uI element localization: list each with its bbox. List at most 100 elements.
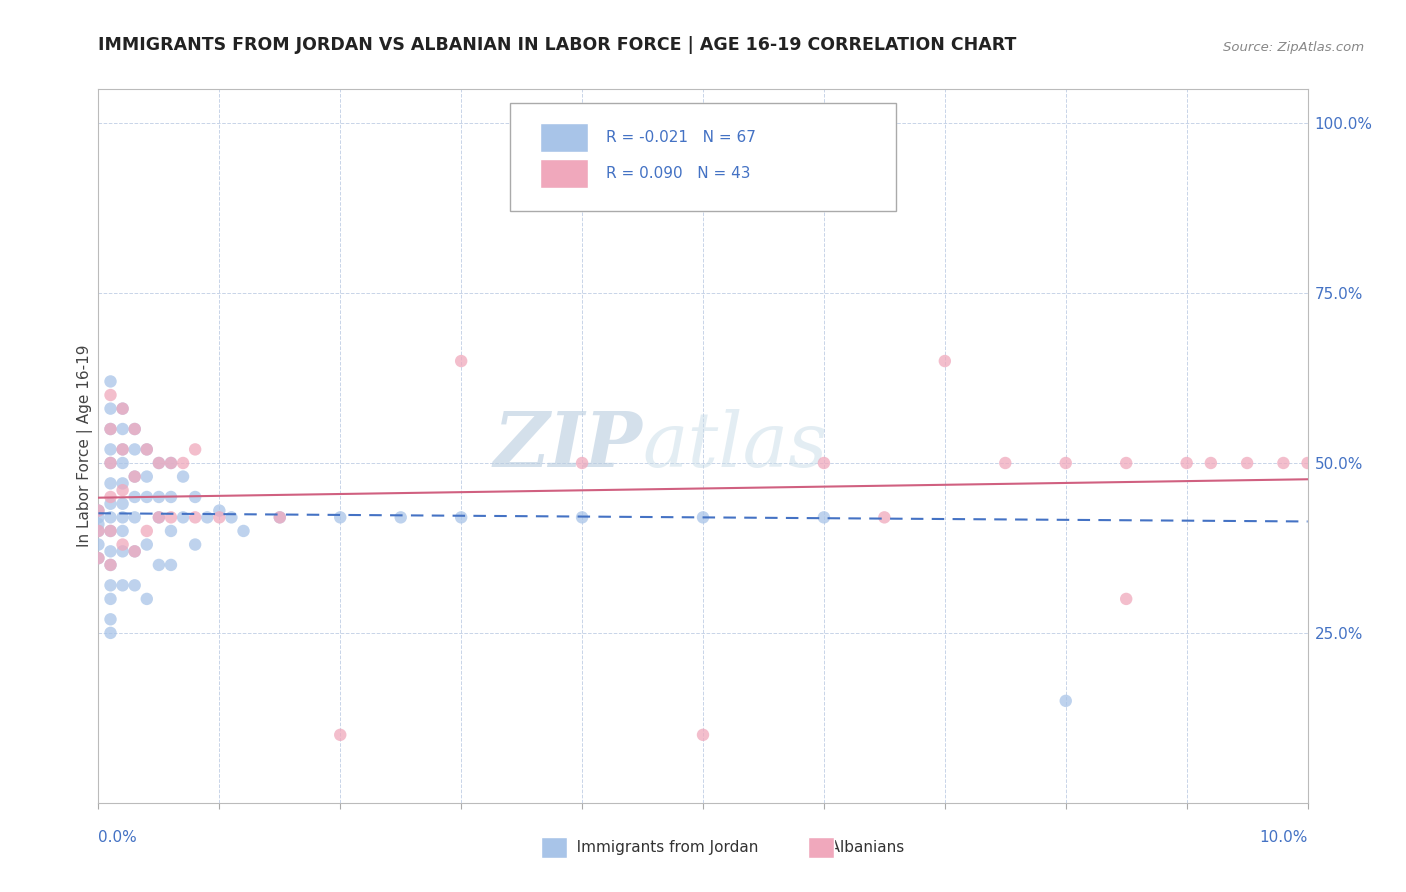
Point bbox=[269, 510, 291, 524]
Point bbox=[232, 524, 254, 538]
Point bbox=[1296, 456, 1319, 470]
Point bbox=[148, 456, 170, 470]
Point bbox=[172, 456, 194, 470]
Point bbox=[934, 354, 956, 368]
Point bbox=[1054, 694, 1077, 708]
Point bbox=[692, 510, 714, 524]
Point bbox=[87, 524, 110, 538]
Point bbox=[100, 456, 122, 470]
Point bbox=[1236, 456, 1258, 470]
Point bbox=[111, 442, 134, 457]
Point bbox=[160, 524, 183, 538]
Point bbox=[100, 524, 122, 538]
Point bbox=[124, 490, 146, 504]
Point bbox=[1115, 591, 1137, 606]
Text: atlas: atlas bbox=[643, 409, 828, 483]
Point bbox=[100, 578, 122, 592]
Point bbox=[111, 422, 134, 436]
Point bbox=[100, 422, 122, 436]
Point bbox=[135, 442, 157, 457]
Point bbox=[195, 510, 218, 524]
Point bbox=[135, 469, 157, 483]
Point bbox=[111, 401, 134, 416]
Point bbox=[160, 558, 183, 572]
Point bbox=[111, 578, 134, 592]
Point bbox=[100, 591, 122, 606]
Bar bbox=[540, 123, 588, 152]
Point bbox=[124, 442, 146, 457]
Bar bbox=[540, 159, 588, 187]
FancyBboxPatch shape bbox=[509, 103, 897, 211]
Point bbox=[208, 503, 231, 517]
Point bbox=[329, 728, 352, 742]
Point bbox=[208, 510, 231, 524]
Point bbox=[100, 497, 122, 511]
Point bbox=[100, 375, 122, 389]
Point bbox=[571, 510, 593, 524]
Point bbox=[692, 728, 714, 742]
Point bbox=[148, 558, 170, 572]
Point bbox=[100, 558, 122, 572]
Point bbox=[135, 442, 157, 457]
Point bbox=[135, 490, 157, 504]
Point bbox=[1272, 456, 1295, 470]
Point bbox=[184, 537, 207, 551]
Point bbox=[813, 510, 835, 524]
Point bbox=[100, 401, 122, 416]
Point bbox=[148, 510, 170, 524]
Point bbox=[124, 578, 146, 592]
Point bbox=[111, 497, 134, 511]
Text: Immigrants from Jordan: Immigrants from Jordan bbox=[562, 840, 759, 855]
Point bbox=[87, 551, 110, 566]
Point bbox=[111, 401, 134, 416]
Point bbox=[100, 442, 122, 457]
Point bbox=[450, 510, 472, 524]
Point bbox=[160, 490, 183, 504]
Point bbox=[100, 510, 122, 524]
Point bbox=[148, 490, 170, 504]
Point bbox=[124, 422, 146, 436]
Point bbox=[172, 510, 194, 524]
Point bbox=[87, 510, 110, 524]
Point bbox=[100, 558, 122, 572]
Point bbox=[100, 422, 122, 436]
Point bbox=[1054, 456, 1077, 470]
Point bbox=[100, 524, 122, 538]
Point bbox=[184, 442, 207, 457]
Point bbox=[111, 510, 134, 524]
Point bbox=[111, 442, 134, 457]
Point bbox=[111, 476, 134, 491]
Point bbox=[100, 490, 122, 504]
Point bbox=[87, 524, 110, 538]
Point bbox=[389, 510, 412, 524]
Point bbox=[100, 612, 122, 626]
Point bbox=[111, 524, 134, 538]
Text: ZIP: ZIP bbox=[494, 409, 643, 483]
Point bbox=[100, 626, 122, 640]
Text: 10.0%: 10.0% bbox=[1260, 830, 1308, 845]
Point bbox=[100, 476, 122, 491]
Point bbox=[148, 456, 170, 470]
Point bbox=[111, 483, 134, 498]
Point bbox=[1115, 456, 1137, 470]
Point bbox=[135, 591, 157, 606]
Point bbox=[111, 544, 134, 558]
Point bbox=[87, 517, 110, 532]
Point bbox=[813, 456, 835, 470]
Point bbox=[1199, 456, 1222, 470]
Point bbox=[1175, 456, 1198, 470]
Point bbox=[135, 537, 157, 551]
Text: IMMIGRANTS FROM JORDAN VS ALBANIAN IN LABOR FORCE | AGE 16-19 CORRELATION CHART: IMMIGRANTS FROM JORDAN VS ALBANIAN IN LA… bbox=[98, 36, 1017, 54]
Point bbox=[124, 469, 146, 483]
Point bbox=[100, 456, 122, 470]
Point bbox=[172, 469, 194, 483]
Point bbox=[160, 456, 183, 470]
Text: 0.0%: 0.0% bbox=[98, 830, 138, 845]
Point bbox=[87, 503, 110, 517]
Point bbox=[148, 510, 170, 524]
Point bbox=[124, 544, 146, 558]
Point bbox=[111, 537, 134, 551]
Point bbox=[124, 469, 146, 483]
Point bbox=[571, 456, 593, 470]
Text: Albanians: Albanians bbox=[815, 840, 904, 855]
